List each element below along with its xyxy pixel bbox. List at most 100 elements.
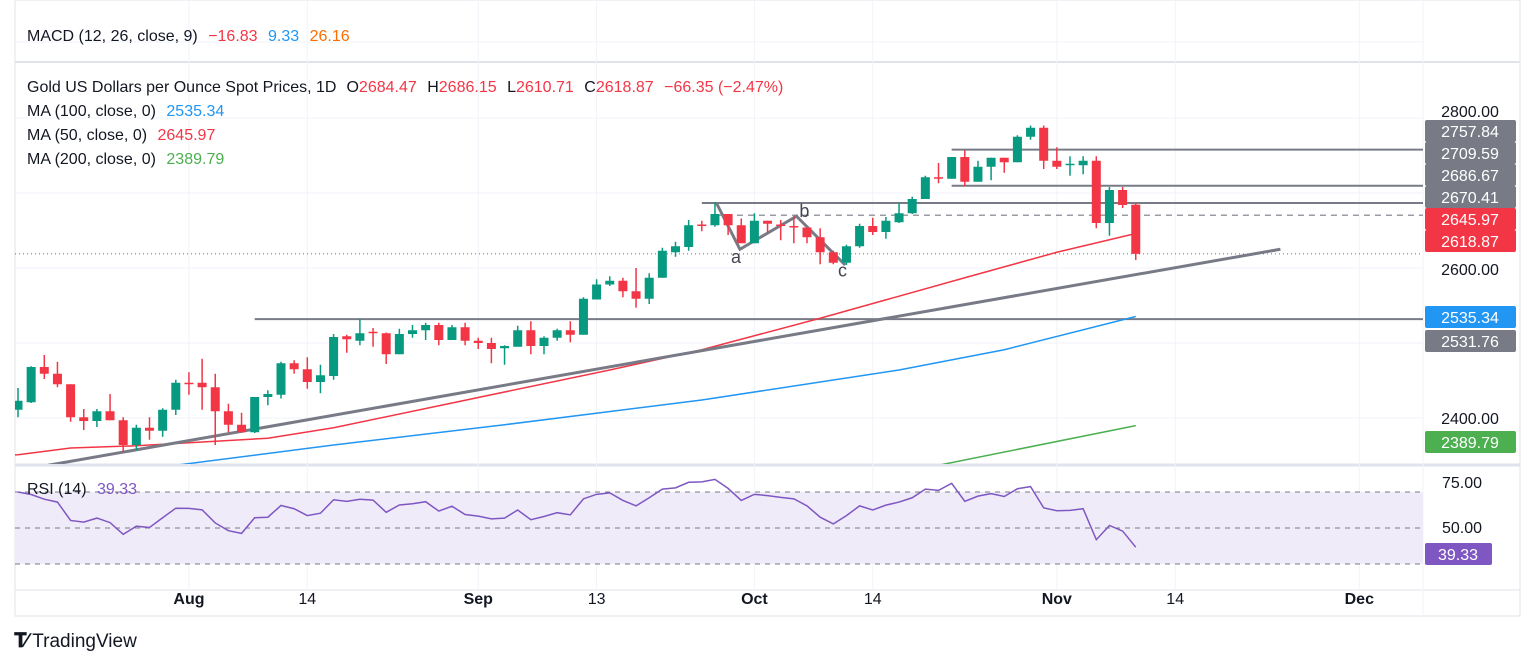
rsi-legend[interactable]: RSI (14) 39.33 [27,481,143,499]
candle [131,424,141,451]
logo-text: TradingView [32,630,137,652]
candle [184,372,194,395]
candle [1039,125,1049,169]
candle-body [749,220,759,244]
candle-body [999,157,1009,163]
candle [434,322,444,346]
candle [39,355,49,379]
rsi-label: RSI (14) [27,481,87,498]
candle [145,417,154,440]
wave-label-c: c [838,260,847,280]
ma50-label: MA (50, close, 0) [27,127,148,144]
price-badge-bg [1425,186,1516,208]
price-badge: 2389.79 [1425,431,1516,453]
candle-body [841,246,851,263]
time-axis-tick: 14 [864,591,882,608]
candle-body [934,177,943,179]
candle-body [315,375,325,382]
candle [92,409,102,427]
rsi-value: 39.33 [97,481,138,498]
candle-body [15,400,23,410]
price-badge-bg [1425,230,1516,252]
candle [920,175,930,199]
candle-body [776,224,786,226]
macd-value: −16.83 [208,28,258,45]
candle-body [342,336,352,340]
wave-label-a: a [731,247,742,267]
candle [447,325,457,340]
candle [171,379,181,415]
main-pane: a b c [15,125,1423,464]
candle-body [894,213,904,223]
candle [526,321,536,355]
candle [1065,156,1075,176]
candle-body [1065,163,1075,166]
candle [552,328,562,341]
candle [697,220,707,232]
candle [657,247,667,278]
candle [52,361,62,388]
rsi-axis-tick: 75.00 [1442,475,1482,492]
candle-body [105,411,115,421]
candle [1104,187,1114,236]
candle-body [802,227,812,238]
candle [631,268,641,308]
price-axis-tick: 2400.00 [1441,411,1499,428]
price-badge: 2645.97 [1425,208,1516,230]
candle [671,241,680,257]
price-legend: Gold US Dollars per Ounce Spot Prices, 1… [27,79,789,97]
ma50-value: 2645.97 [157,127,216,144]
candle-body [26,367,36,403]
price-badge: 2618.87 [1425,230,1516,252]
candle-body [237,424,247,433]
macd-hist-value: 26.16 [309,28,350,45]
change-value: −66.35 (−2.47%) [664,79,784,96]
candle-body [539,337,549,346]
price-badge: 2531.76 [1425,330,1516,352]
candle [868,217,878,235]
candle [302,357,312,389]
candle-body [986,157,996,167]
ma200-legend[interactable]: MA (200, close, 0) 2389.79 [27,151,230,169]
candle [684,220,694,251]
candle [237,412,247,433]
candle [855,223,865,248]
candle [500,345,510,365]
price-badge-bg [1425,164,1516,186]
symbol-title[interactable]: Gold US Dollars per Ounce Spot Prices, 1… [27,79,337,96]
candle [26,366,36,403]
candle-body [960,157,970,182]
candle-body [710,214,720,226]
price-badge-text: 2670.41 [1441,190,1499,207]
candle-body [697,224,707,226]
candle [486,337,496,364]
candle [1131,203,1141,260]
candle [592,279,602,300]
candle [802,227,812,244]
candle-body [1091,160,1101,223]
candle [158,408,168,437]
ma50-legend[interactable]: MA (50, close, 0) 2645.97 [27,127,221,145]
candle [250,397,260,433]
time-axis-tick: 13 [588,591,606,608]
candle-body [565,330,575,335]
candle [749,213,759,244]
candle [894,202,904,223]
candle-body [434,325,444,340]
rsi-axis-tick: 50.00 [1442,520,1482,537]
candle [776,220,786,241]
candle-body [513,330,523,347]
candle-body [828,252,838,263]
candle [223,403,233,433]
candle [394,328,404,355]
price-badge-bg [1425,306,1516,328]
rsi-badge-text: 39.33 [1438,547,1478,564]
tradingview-logo[interactable]: 𝐓∕ TradingView [14,630,137,653]
candle-body [223,411,233,425]
candle-body [1104,190,1114,223]
candle-body [66,384,76,418]
ma100-legend[interactable]: MA (100, close, 0) 2535.34 [27,103,230,121]
candle [66,384,76,422]
candle [578,297,588,335]
